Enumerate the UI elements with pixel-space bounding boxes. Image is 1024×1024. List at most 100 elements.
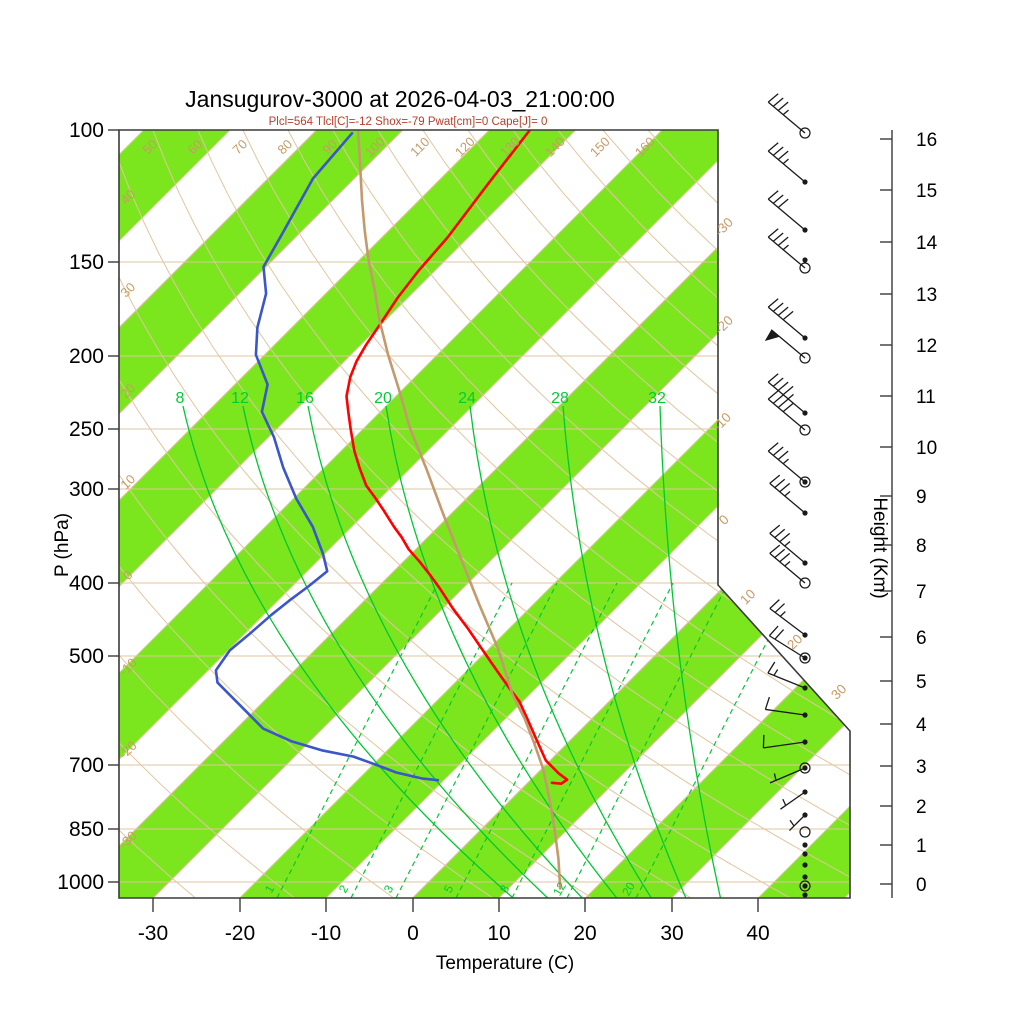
dry-adiabat-line xyxy=(119,130,494,898)
wind-barb xyxy=(767,228,811,274)
barb-feather xyxy=(764,696,771,710)
barb-station-dot xyxy=(802,874,808,880)
mixing-ratio-line xyxy=(350,582,513,898)
temperature-tick-label: 10 xyxy=(487,922,510,945)
wind-barb xyxy=(802,862,808,868)
height-axis-title: Height (Km) xyxy=(869,497,890,598)
barb-station-circle xyxy=(799,826,811,838)
barb-feather xyxy=(777,101,789,112)
height-tick-label: 9 xyxy=(916,487,927,508)
height-tick-label: 5 xyxy=(916,672,927,693)
barb-station-dot xyxy=(802,257,808,263)
barb-station-circle xyxy=(799,262,811,274)
barb-shaft xyxy=(767,198,806,231)
dewpoint-curve xyxy=(214,131,440,782)
height-tick-label: 10 xyxy=(916,438,937,459)
barb-half-feather xyxy=(787,393,794,400)
barb-feather xyxy=(774,528,786,539)
temperature-tick-label: 40 xyxy=(746,922,769,945)
barb-half-feather xyxy=(773,669,779,676)
moist-adiabat-label: 8 xyxy=(176,390,185,407)
pressure-tick-label: 200 xyxy=(69,345,104,368)
height-tick-label: 0 xyxy=(916,875,927,896)
wind-barb xyxy=(764,696,808,718)
barb-station-circle xyxy=(799,880,811,892)
barb-shaft xyxy=(769,767,806,784)
wind-barb xyxy=(802,874,808,880)
barb-station-circle xyxy=(799,476,811,488)
barb-feather xyxy=(767,373,779,383)
dry-adiabat-line xyxy=(197,130,850,898)
wind-barb xyxy=(799,880,811,892)
wind-barb xyxy=(802,892,808,898)
barb-shaft xyxy=(769,482,806,514)
barb-half-feather xyxy=(782,109,789,116)
isotherm-line xyxy=(119,130,577,898)
temperature-tick-label: -30 xyxy=(138,922,168,945)
barb-shaft xyxy=(763,741,806,749)
barb-feather xyxy=(774,548,786,559)
barb-feather xyxy=(769,474,781,484)
barb-shaft xyxy=(767,381,806,414)
barb-shaft xyxy=(769,552,806,584)
moist-adiabat-line xyxy=(562,405,687,898)
isotherm-line xyxy=(757,130,850,898)
wind-barb xyxy=(767,373,808,416)
barb-shaft xyxy=(769,532,806,564)
barb-station-circle xyxy=(799,762,811,774)
temperature-tick-label: -20 xyxy=(225,922,255,945)
barb-station-dot xyxy=(802,862,808,868)
barb-feather xyxy=(767,442,779,452)
dry-adiabat-line xyxy=(557,130,850,898)
barb-shaft xyxy=(770,329,806,359)
wind-barb xyxy=(767,661,808,691)
isotherm-line xyxy=(119,130,749,898)
mixing-ratio-line xyxy=(276,582,439,898)
height-tick-label: 12 xyxy=(916,336,937,357)
height-tick-label: 7 xyxy=(916,582,927,603)
pressure-tick-label: 250 xyxy=(69,418,104,441)
temperature-curve xyxy=(345,130,569,786)
isotherm-band xyxy=(119,130,749,898)
height-tick-label: 6 xyxy=(916,628,927,649)
wind-barb xyxy=(802,851,808,857)
barb-shaft xyxy=(767,306,806,339)
isotherm-line xyxy=(119,130,663,898)
dry-adiabat-line xyxy=(332,130,850,898)
barb-station-circle xyxy=(799,352,811,364)
isotherm-label-right: 10 xyxy=(737,586,758,607)
wind-barbs-layer xyxy=(762,93,811,898)
pressure-tick-label: 300 xyxy=(69,478,104,501)
isotherm-band xyxy=(119,130,850,898)
barb-shaft xyxy=(767,150,806,183)
height-tick-label: 15 xyxy=(916,181,937,202)
barb-half-feather xyxy=(779,611,786,617)
barb-feather xyxy=(782,402,794,413)
moist-adiabat-label: 24 xyxy=(458,390,476,407)
barb-shaft xyxy=(767,236,806,269)
barb-station-circle xyxy=(799,577,811,589)
dry-adiabat-line xyxy=(512,130,850,898)
barb-half-feather xyxy=(773,773,777,781)
mixing-ratio-line xyxy=(635,582,798,898)
barb-shaft xyxy=(767,398,806,431)
height-tick-label: 8 xyxy=(916,536,927,557)
isotherm-line xyxy=(119,130,317,898)
isotherm-label-right: 30 xyxy=(828,681,849,702)
barb-station-circle xyxy=(799,652,811,664)
barb-feather xyxy=(772,302,784,312)
plot-border xyxy=(118,129,851,899)
isotherm-line xyxy=(119,130,404,898)
wind-barb xyxy=(802,842,808,848)
barb-feather xyxy=(774,603,786,613)
barb-feather xyxy=(772,232,784,242)
moist-adiabat-label: 28 xyxy=(551,390,569,407)
barb-shaft xyxy=(765,708,806,716)
chart-title: Jansugurov-3000 at 2026-04-03_21:00:00 xyxy=(185,86,615,112)
pressure-tick-label: 700 xyxy=(69,754,104,777)
barb-flag xyxy=(764,329,780,341)
barb-feather xyxy=(767,190,779,200)
height-tick-label: 14 xyxy=(916,233,938,254)
wind-barb xyxy=(780,789,808,810)
